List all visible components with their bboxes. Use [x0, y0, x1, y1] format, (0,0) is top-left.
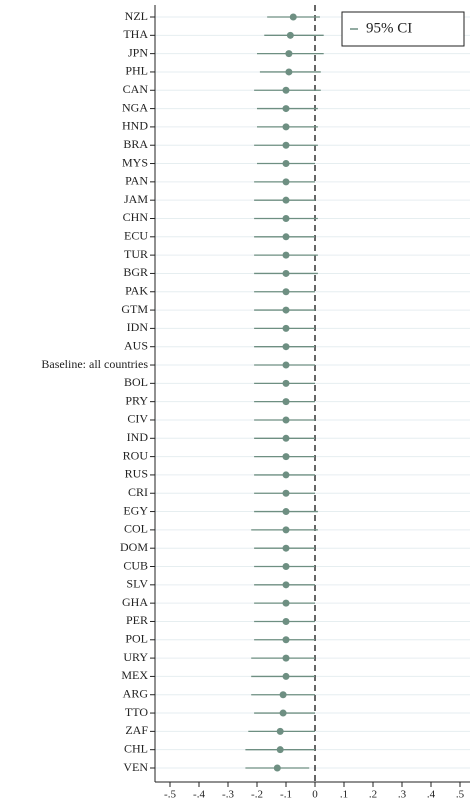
y-tick-label: POL: [125, 632, 148, 646]
x-tick-label: .4: [427, 789, 436, 800]
point-estimate: [282, 471, 290, 479]
legend-box: [341, 11, 465, 47]
point-estimate: [282, 86, 290, 94]
point-estimate: [282, 599, 290, 607]
y-tick-label: AUS: [124, 338, 148, 352]
x-tick-label: .2: [369, 789, 377, 800]
y-tick-label: URY: [123, 650, 148, 664]
point-estimate: [285, 50, 293, 58]
y-tick-label: CIV: [127, 412, 148, 426]
point-estimate: [282, 563, 290, 571]
y-tick-label: VEN: [123, 760, 148, 774]
y-tick-label: THA: [123, 27, 148, 41]
y-tick-label: EGY: [123, 503, 148, 517]
point-estimate: [285, 68, 293, 76]
y-tick-label: BRA: [123, 137, 148, 151]
y-tick-label: DOM: [120, 540, 148, 554]
y-tick-label: NZL: [125, 9, 148, 23]
y-tick-label: IDN: [127, 320, 149, 334]
point-estimate: [282, 178, 290, 186]
y-tick-label: CHN: [123, 210, 149, 224]
x-tick-label: -.3: [222, 789, 234, 800]
y-tick-label: GTM: [121, 302, 148, 316]
y-tick-label: JPN: [128, 45, 148, 59]
point-estimate: [276, 746, 284, 754]
x-tick-label: 0: [312, 789, 318, 800]
y-tick-label: Baseline: all countries: [41, 357, 148, 371]
y-tick-label: CRI: [128, 485, 148, 499]
y-tick-label: TTO: [125, 705, 148, 719]
point-estimate: [282, 672, 290, 680]
point-estimate: [282, 123, 290, 131]
y-tick-label: ARG: [123, 686, 149, 700]
point-estimate: [282, 251, 290, 259]
point-estimate: [282, 196, 290, 204]
point-estimate: [282, 324, 290, 332]
point-estimate: [282, 453, 290, 461]
point-estimate: [286, 31, 294, 39]
x-tick-label: -.5: [164, 789, 176, 800]
y-tick-label: NGA: [122, 100, 148, 114]
y-tick-label: BGR: [123, 265, 148, 279]
y-tick-label: PHL: [125, 64, 148, 78]
y-tick-label: HND: [122, 119, 148, 133]
point-estimate: [282, 434, 290, 442]
y-tick-label: IND: [127, 430, 149, 444]
x-tick-label: .3: [398, 789, 407, 800]
y-tick-label: ZAF: [125, 723, 148, 737]
y-tick-label: JAM: [124, 192, 148, 206]
y-tick-label: PAK: [125, 284, 148, 298]
point-estimate: [282, 416, 290, 424]
point-estimate: [282, 636, 290, 644]
y-tick-label: COL: [124, 522, 148, 536]
y-tick-label: ROU: [123, 448, 149, 462]
legend-label: 95% CI: [366, 20, 412, 36]
y-tick-label: MYS: [122, 155, 148, 169]
point-estimate: [276, 727, 284, 735]
y-tick-label: PRY: [125, 393, 148, 407]
y-tick-label: PAN: [125, 174, 148, 188]
y-tick-label: ECU: [124, 229, 148, 243]
x-tick-label: .5: [456, 789, 465, 800]
y-tick-label: CHL: [124, 741, 148, 755]
point-estimate: [282, 160, 290, 168]
point-estimate: [282, 617, 290, 625]
point-estimate: [289, 13, 297, 21]
point-estimate: [282, 361, 290, 369]
point-estimate: [282, 233, 290, 241]
y-tick-label: BOL: [124, 375, 148, 389]
point-estimate: [279, 691, 287, 699]
x-tick-label: -.1: [280, 789, 292, 800]
x-tick-label: -.4: [193, 789, 205, 800]
y-tick-label: GHA: [122, 595, 148, 609]
point-estimate: [282, 306, 290, 314]
point-estimate: [273, 764, 281, 772]
point-estimate: [279, 709, 287, 717]
y-tick-label: MEX: [121, 668, 148, 682]
point-estimate: [282, 379, 290, 387]
point-estimate: [282, 508, 290, 516]
point-estimate: [282, 398, 290, 406]
y-tick-label: RUS: [125, 467, 148, 481]
x-tick-label: -.2: [251, 789, 263, 800]
point-estimate: [282, 581, 290, 589]
y-tick-label: CUB: [123, 558, 148, 572]
point-estimate: [282, 343, 290, 351]
y-tick-label: CAN: [123, 82, 149, 96]
point-estimate: [282, 141, 290, 149]
point-estimate: [282, 654, 290, 662]
point-estimate: [282, 105, 290, 113]
point-estimate: [282, 489, 290, 497]
point-estimate: [282, 269, 290, 277]
x-tick-label: .1: [340, 789, 348, 800]
y-tick-label: PER: [126, 613, 148, 627]
point-estimate: [282, 288, 290, 296]
point-estimate: [282, 214, 290, 222]
point-estimate: [282, 526, 290, 534]
y-tick-label: TUR: [124, 247, 148, 261]
point-estimate: [282, 544, 290, 552]
y-tick-label: SLV: [126, 577, 148, 591]
